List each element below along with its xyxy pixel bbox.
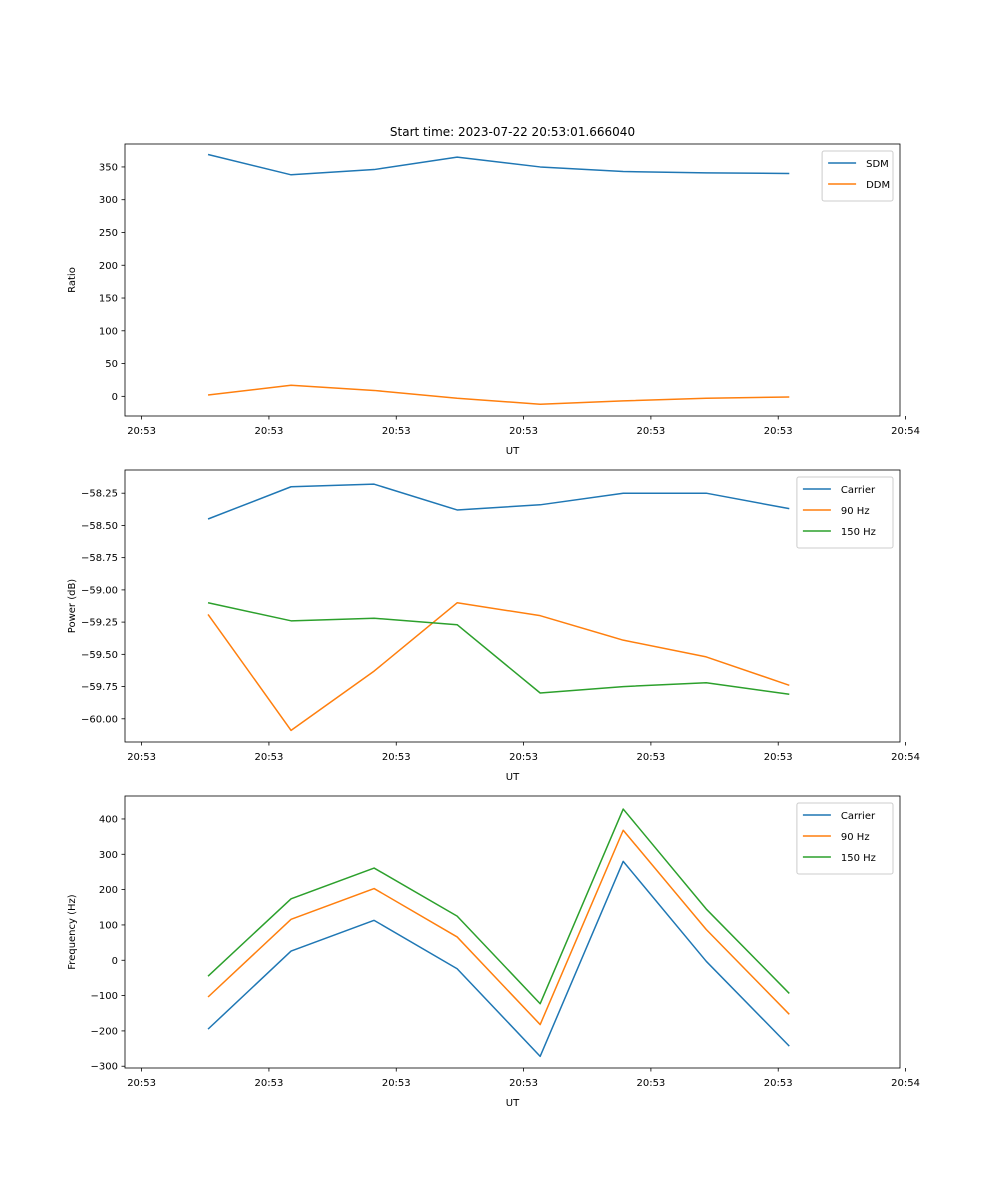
ratio-x-tick-label: 20:53 — [127, 426, 156, 437]
power-x-tick-label: 20:53 — [764, 752, 793, 763]
frequency-legend-label-90-hz: 90 Hz — [841, 832, 870, 843]
frequency-x-tick-label: 20:53 — [509, 1078, 538, 1089]
frequency-y-tick-label: 100 — [99, 920, 118, 931]
ratio-y-tick-label: 50 — [105, 359, 118, 370]
ratio-axes-frame — [124, 143, 901, 417]
power-y-tick-label: −60.00 — [81, 714, 118, 725]
frequency-x-axis-label: UT — [506, 1098, 520, 1109]
ratio-x-axis-label: UT — [506, 446, 520, 457]
ratio-series-ddm-line — [207, 384, 790, 405]
ratio-y-axis-label: Ratio — [67, 267, 78, 293]
power-legend-label-90-hz: 90 Hz — [841, 506, 870, 517]
power-x-tick-label: 20:53 — [127, 752, 156, 763]
frequency-y-tick-label: −200 — [91, 1026, 118, 1037]
ratio-legend-label-sdm: SDM — [866, 159, 889, 170]
ratio-y-tick-label: 150 — [99, 294, 118, 305]
power-y-tick-label: −59.75 — [81, 682, 118, 693]
ratio-x-tick-label: 20:54 — [891, 426, 920, 437]
ratio-x-tick-label: 20:53 — [509, 426, 538, 437]
power-legend-label-carrier: Carrier — [841, 485, 876, 496]
power-x-tick-label: 20:53 — [255, 752, 284, 763]
frequency-y-tick-label: −300 — [91, 1062, 118, 1073]
power-x-tick-label: 20:54 — [891, 752, 920, 763]
frequency-x-tick-label: 20:53 — [636, 1078, 665, 1089]
frequency-x-tick-label: 20:54 — [891, 1078, 920, 1089]
power-y-tick-label: −58.25 — [81, 489, 118, 500]
frequency-y-tick-label: −100 — [91, 991, 118, 1002]
ratio-x-tick-label: 20:53 — [255, 426, 284, 437]
frequency-legend-label-150-hz: 150 Hz — [841, 853, 876, 864]
power-series-carrier-line — [207, 483, 790, 520]
ratio-y-tick-label: 0 — [112, 392, 118, 403]
frequency-y-tick-label: 300 — [99, 850, 118, 861]
ratio-y-tick-label: 100 — [99, 326, 118, 337]
power-y-axis-label: Power (dB) — [67, 579, 78, 634]
ratio-x-tick-label: 20:53 — [382, 426, 411, 437]
power-legend-label-150-hz: 150 Hz — [841, 527, 876, 538]
frequency-series-150-hz-line — [207, 808, 790, 1005]
ratio-y-tick-label: 350 — [99, 162, 118, 173]
ratio-legend-label-ddm: DDM — [866, 180, 890, 191]
frequency-axes-frame — [124, 795, 901, 1069]
frequency-y-tick-label: 400 — [99, 814, 118, 825]
power-series-150-hz-line — [207, 602, 790, 696]
ratio-x-tick-label: 20:53 — [636, 426, 665, 437]
frequency-y-tick-label: 200 — [99, 885, 118, 896]
ratio-y-tick-label: 250 — [99, 228, 118, 239]
ratio-panel: 20:53 20:53 20:53 20:53 20:53 20:53 20:54 0 50 10… — [67, 143, 920, 457]
power-panel: 20:53 20:53 20:53 20:53 20:53 20:53 20:54 −58.2… — [67, 469, 920, 783]
power-x-tick-label: 20:53 — [636, 752, 665, 763]
power-series-90-hz-line — [207, 602, 790, 732]
frequency-x-tick-label: 20:53 — [127, 1078, 156, 1089]
ratio-series-sdm-line — [207, 153, 790, 176]
frequency-x-tick-label: 20:53 — [382, 1078, 411, 1089]
power-y-tick-label: −59.50 — [81, 650, 118, 661]
frequency-y-axis-label: Frequency (Hz) — [67, 894, 78, 970]
power-y-tick-label: −58.50 — [81, 521, 118, 532]
power-y-tick-label: −58.75 — [81, 553, 118, 564]
chart-title: Start time: 2023-07-22 20:53:01.666040 — [390, 125, 635, 139]
frequency-legend-label-carrier: Carrier — [841, 811, 876, 822]
frequency-x-tick-label: 20:53 — [255, 1078, 284, 1089]
ratio-y-tick-label: 200 — [99, 261, 118, 272]
power-x-tick-label: 20:53 — [509, 752, 538, 763]
frequency-series-carrier-line — [207, 860, 790, 1058]
power-x-tick-label: 20:53 — [382, 752, 411, 763]
frequency-y-tick-label: 0 — [112, 956, 118, 967]
frequency-x-tick-label: 20:53 — [764, 1078, 793, 1089]
frequency-series-90-hz-line — [207, 829, 790, 1026]
ratio-y-tick-label: 300 — [99, 195, 118, 206]
power-y-tick-label: −59.00 — [81, 585, 118, 596]
power-axes-frame — [124, 469, 901, 743]
ratio-x-tick-label: 20:53 — [764, 426, 793, 437]
power-x-axis-label: UT — [506, 772, 520, 783]
power-y-tick-label: −59.25 — [81, 618, 118, 629]
frequency-panel: 20:53 20:53 20:53 20:53 20:53 20:53 20:54 −300 −… — [67, 795, 920, 1109]
